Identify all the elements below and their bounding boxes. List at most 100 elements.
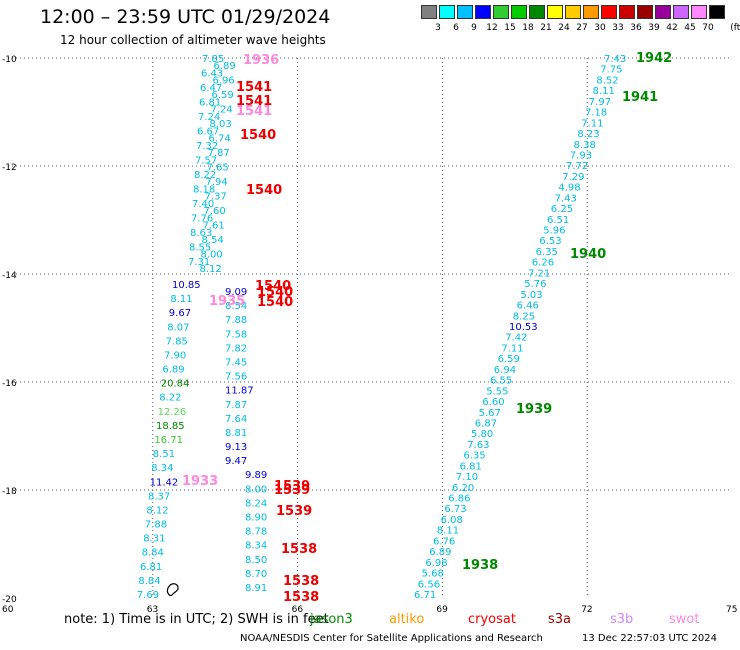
track-b-value: 7.64 [225, 414, 247, 425]
track-b-value: 8.78 [245, 527, 267, 538]
track-c-value: 6.59 [498, 354, 520, 365]
track-b-value: 7.58 [225, 329, 247, 340]
track-c-value: 7.11 [501, 343, 523, 354]
track-c-value: 6.60 [482, 397, 504, 408]
colorbar-tick-label: 45 [684, 23, 696, 33]
track-b-value: 8.91 [245, 583, 267, 594]
colorbar-cell [475, 5, 491, 19]
track-a-value: 7.94 [206, 177, 228, 188]
colorbar-cell [655, 5, 671, 19]
colorbar-cell [583, 5, 599, 19]
track-a-value: 7.76 [191, 213, 213, 224]
track-b-value: 20.84 [161, 379, 190, 390]
track-b-value: 9.13 [225, 442, 247, 453]
track-c-value: 4.98 [558, 183, 580, 194]
track-b-value: 7.88 [145, 520, 167, 531]
colorbar-cell [547, 5, 563, 19]
track-a-value: 6.67 [197, 126, 219, 137]
island-outline [166, 583, 179, 597]
lat-axis-label: -14 [2, 271, 17, 281]
track-b-value: 8.11 [170, 294, 192, 305]
track-c-value: 8.23 [577, 129, 599, 140]
colorbar-tick-label: 6 [453, 23, 459, 33]
track-a-value: 6.89 [214, 61, 236, 72]
track-b-value: 8.24 [245, 498, 267, 509]
map-title: 12:00 – 23:59 UTC 01/29/2024 [40, 6, 331, 28]
track-c-value: 6.86 [448, 494, 470, 505]
colorbar-tick-label: 9 [471, 23, 477, 33]
credit-line: NOAA/NESDIS Center for Satellite Applica… [240, 633, 543, 644]
track-b-value: 8.90 [245, 513, 267, 524]
track-c-value: 5.55 [486, 386, 508, 397]
track-b-value: 7.82 [225, 343, 247, 354]
track-b-value: 7.69 [137, 590, 159, 601]
track-c-value: 7.18 [585, 108, 607, 119]
track-c-value: 6.98 [425, 558, 447, 569]
track-c-value: 6.76 [433, 536, 455, 547]
colorbar-tick-label: 21 [540, 23, 552, 33]
track-c-value: 6.71 [414, 590, 436, 601]
track-c-value: 7.93 [570, 150, 592, 161]
colorbar-cell [601, 5, 617, 19]
track-c-value: 8.38 [574, 140, 596, 151]
track-c-value: 6.26 [532, 258, 554, 269]
track-a-value: 8.55 [189, 242, 211, 253]
track-c-value: 6.35 [536, 247, 558, 258]
colorbar-unit: (ft) [730, 23, 740, 33]
track-a-value: 6.96 [213, 76, 235, 87]
track-label: 1540 [255, 279, 291, 294]
track-a-value: 7.65 [207, 163, 229, 174]
track-b-value: 8.34 [151, 463, 173, 474]
track-c-value: 6.81 [460, 461, 482, 472]
track-c-value: 6.56 [418, 579, 440, 590]
track-label: 1935 [209, 294, 245, 309]
colorbar-tick-label: 24 [558, 23, 570, 33]
track-c-value: 7.43 [555, 193, 577, 204]
track-c-value: 7.21 [528, 268, 550, 279]
track-b-value: 8.54 [225, 301, 247, 312]
track-b-value: 9.67 [169, 308, 191, 319]
legend-item-swot: swot [669, 612, 700, 627]
colorbar-tick-label: 18 [522, 23, 534, 33]
track-c-value: 7.75 [600, 65, 622, 76]
track-a-value: 8.63 [190, 228, 212, 239]
track-c-value: 6.53 [539, 236, 561, 247]
track-label: 1933 [182, 474, 218, 489]
track-label: 1936 [243, 53, 279, 68]
track-c-value: 8.11 [437, 526, 459, 537]
track-b-value: 8.22 [159, 393, 181, 404]
colorbar-tick-label: 12 [486, 23, 498, 33]
track-b-value: 10.85 [172, 280, 201, 291]
track-a-value: 6.81 [199, 97, 221, 108]
track-a-value: 7.57 [195, 155, 217, 166]
lat-axis-label: -12 [2, 163, 17, 173]
track-a-value: 8.00 [201, 250, 223, 261]
lat-axis-label: -16 [2, 379, 17, 389]
track-c-value: 6.89 [429, 547, 451, 558]
track-label: 1538 [283, 590, 319, 605]
track-c-value: 8.11 [593, 86, 615, 97]
track-b-value: 8.84 [142, 548, 164, 559]
track-b-value: 9.09 [225, 287, 247, 298]
track-c-value: 5.03 [520, 290, 542, 301]
track-c-value: 7.72 [566, 161, 588, 172]
colorbar-cell [529, 5, 545, 19]
colorbar-cell [637, 5, 653, 19]
track-b-value: 12.26 [158, 407, 187, 418]
colorbar-cell [691, 5, 707, 19]
colorbar-tick-label: 15 [504, 23, 516, 33]
track-label: 1540 [257, 295, 293, 310]
track-c-value: 6.46 [517, 301, 539, 312]
track-b-value: 8.37 [148, 491, 170, 502]
track-c-value: 6.51 [547, 215, 569, 226]
colorbar-cell [673, 5, 689, 19]
track-a-value: 7.85 [202, 54, 224, 65]
lon-axis-label: 66 [292, 605, 304, 615]
track-b-value: 7.88 [225, 315, 247, 326]
track-label: 1938 [462, 558, 498, 573]
colorbar-cell [511, 5, 527, 19]
colorbar-tick-label: 42 [666, 23, 678, 33]
track-label: 1540 [257, 285, 293, 300]
track-c-value: 5.68 [422, 569, 444, 580]
